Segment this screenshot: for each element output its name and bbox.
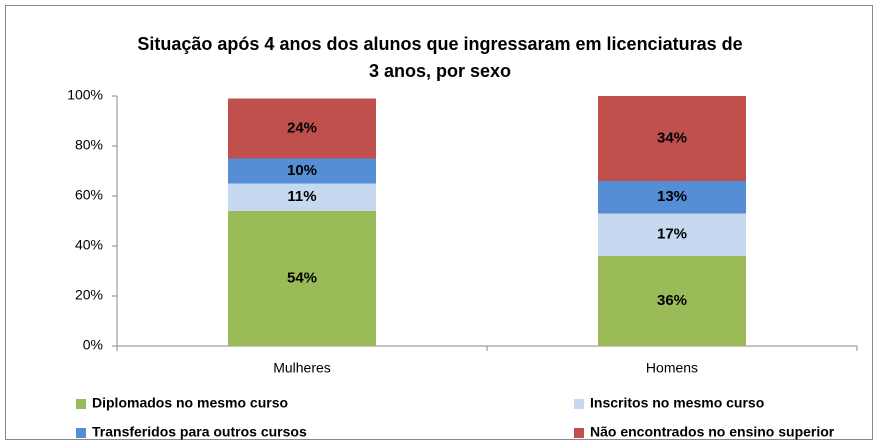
legend-label: Não encontrados no ensino superior xyxy=(590,424,835,440)
data-label: 17% xyxy=(657,226,687,243)
y-tick-label: 80% xyxy=(75,137,103,153)
x-tick-label: Homens xyxy=(646,360,698,376)
bar-segment xyxy=(228,98,376,159)
y-tick-label: 20% xyxy=(75,287,103,303)
bar-segment xyxy=(598,96,746,181)
y-tick-label: 60% xyxy=(75,187,103,203)
bar-segment xyxy=(228,158,376,184)
data-label: 13% xyxy=(657,188,687,205)
chart-title: 3 anos, por sexo xyxy=(369,61,511,81)
data-label: 36% xyxy=(657,292,687,309)
x-tick-label: Mulheres xyxy=(273,360,331,376)
bar-segment xyxy=(228,211,376,346)
y-tick-label: 40% xyxy=(75,237,103,253)
bar-segment xyxy=(598,181,746,214)
legend-swatch xyxy=(76,428,86,438)
data-label: 10% xyxy=(287,162,317,179)
y-tick-label: 0% xyxy=(83,337,103,353)
data-label: 34% xyxy=(657,129,687,146)
legend-label: Transferidos para outros cursos xyxy=(92,424,307,440)
legend-label: Inscritos no mesmo curso xyxy=(590,395,764,411)
legend-swatch xyxy=(574,428,584,438)
data-label: 11% xyxy=(287,188,316,205)
bar-segment xyxy=(228,183,376,211)
bar-segment xyxy=(598,256,746,346)
legend-swatch xyxy=(76,399,86,409)
legend-swatch xyxy=(574,399,584,409)
data-label: 24% xyxy=(287,119,317,136)
data-label: 54% xyxy=(287,269,317,286)
bar-segment xyxy=(598,213,746,256)
y-tick-label: 100% xyxy=(67,87,103,103)
chart-title: Situação após 4 anos dos alunos que ingr… xyxy=(137,34,742,54)
legend-label: Diplomados no mesmo curso xyxy=(92,395,288,411)
